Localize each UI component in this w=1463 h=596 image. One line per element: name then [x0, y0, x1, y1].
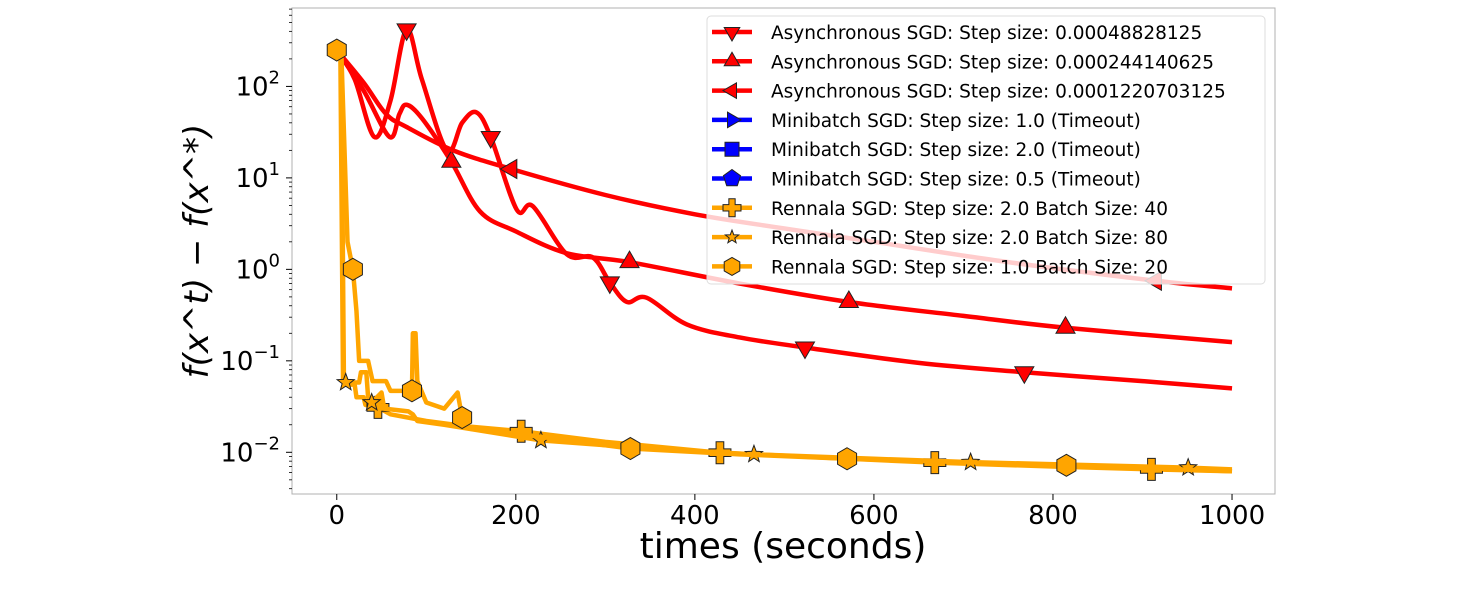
legend-marker	[723, 51, 741, 67]
data-marker	[620, 436, 641, 461]
legend-entry: Minibatch SGD: Step size: 0.5 (Timeout)	[712, 168, 1141, 191]
legend-entry: Rennala SGD: Step size: 1.0 Batch Size: …	[712, 256, 1168, 278]
legend-box	[706, 15, 1266, 285]
legend-marker	[724, 141, 740, 157]
legend-marker	[721, 81, 737, 100]
data-marker	[452, 405, 473, 430]
legend-label: Asynchronous SGD: Step size: 0.000122070…	[771, 82, 1226, 103]
legend-entry: Rennala SGD: Step size: 2.0 Batch Size: …	[712, 198, 1168, 220]
y-tick-label: 10−2	[220, 433, 280, 468]
x-tick-label: 600	[849, 501, 899, 531]
data-marker	[396, 23, 417, 42]
legend-entry: Asynchronous SGD: Step size: 0.000244140…	[712, 51, 1214, 73]
data-marker	[499, 158, 518, 180]
y-tick-label: 101	[235, 159, 280, 194]
x-tick-label: 200	[491, 501, 541, 531]
y-tick-label: 102	[235, 67, 280, 102]
series-line	[336, 47, 1233, 474]
legend-label: Rennala SGD: Step size: 2.0 Batch Size: …	[771, 199, 1168, 220]
y-tick-label: 10−1	[220, 342, 280, 377]
legend-label: Minibatch SGD: Step size: 0.5 (Timeout)	[771, 170, 1141, 191]
data-marker	[838, 289, 860, 308]
data-marker	[1055, 315, 1076, 334]
legend-label: Minibatch SGD: Step size: 2.0 (Timeout)	[771, 140, 1141, 161]
series-layer	[326, 23, 1233, 481]
data-marker	[361, 392, 382, 411]
data-marker	[837, 447, 858, 471]
data-marker	[599, 276, 621, 295]
series-1	[334, 48, 1233, 345]
legend: Asynchronous SGD: Step size: 0.000488281…	[706, 15, 1266, 285]
data-marker	[342, 257, 363, 281]
legend-entry: Rennala SGD: Step size: 2.0 Batch Size: …	[712, 228, 1168, 249]
x-tick-label: 800	[1028, 501, 1078, 531]
data-marker	[1056, 453, 1077, 477]
legend-entry: Minibatch SGD: Step size: 2.0 (Timeout)	[712, 140, 1141, 161]
data-marker	[440, 149, 462, 168]
legend-marker	[727, 111, 743, 129]
data-marker	[794, 341, 816, 360]
data-marker	[335, 372, 356, 391]
legend-marker	[723, 27, 741, 43]
legend-entry: Asynchronous SGD: Step size: 0.000122070…	[712, 82, 1226, 103]
data-marker	[326, 38, 347, 62]
data-marker	[509, 419, 533, 443]
data-marker	[1013, 366, 1035, 385]
y-axis-label: f(x^t) − f(x^*)	[177, 124, 217, 379]
data-marker	[480, 130, 502, 149]
data-marker	[401, 379, 422, 403]
legend-marker	[723, 256, 741, 276]
legend-label: Asynchronous SGD: Step size: 0.000244140…	[771, 52, 1214, 73]
x-tick-label: 0	[328, 501, 345, 531]
x-tick-label: 1000	[1199, 501, 1265, 531]
series-8	[326, 38, 1233, 477]
series-line	[334, 48, 1233, 345]
x-tick-label: 400	[670, 501, 720, 531]
legend-label: Rennala SGD: Step size: 2.0 Batch Size: …	[771, 228, 1168, 249]
y-tick-label: 100	[235, 250, 280, 285]
legend-marker	[722, 198, 742, 218]
legend-marker	[722, 168, 742, 187]
axes-layer: 0 200 400 600 800 1000 102 101 100 10−1 10−2	[220, 8, 1265, 531]
legend-label: Asynchronous SGD: Step size: 0.000488281…	[771, 23, 1202, 44]
legend-label: Minibatch SGD: Step size: 1.0 (Timeout)	[771, 111, 1141, 132]
legend-entry: Minibatch SGD: Step size: 1.0 (Timeout)	[712, 111, 1141, 132]
legend-marker	[723, 228, 741, 244]
legend-entry: Asynchronous SGD: Step size: 0.000488281…	[712, 23, 1202, 44]
data-marker	[619, 250, 640, 269]
legend-label: Rennala SGD: Step size: 1.0 Batch Size: …	[771, 257, 1168, 278]
x-axis-label: times (seconds)	[640, 526, 927, 567]
